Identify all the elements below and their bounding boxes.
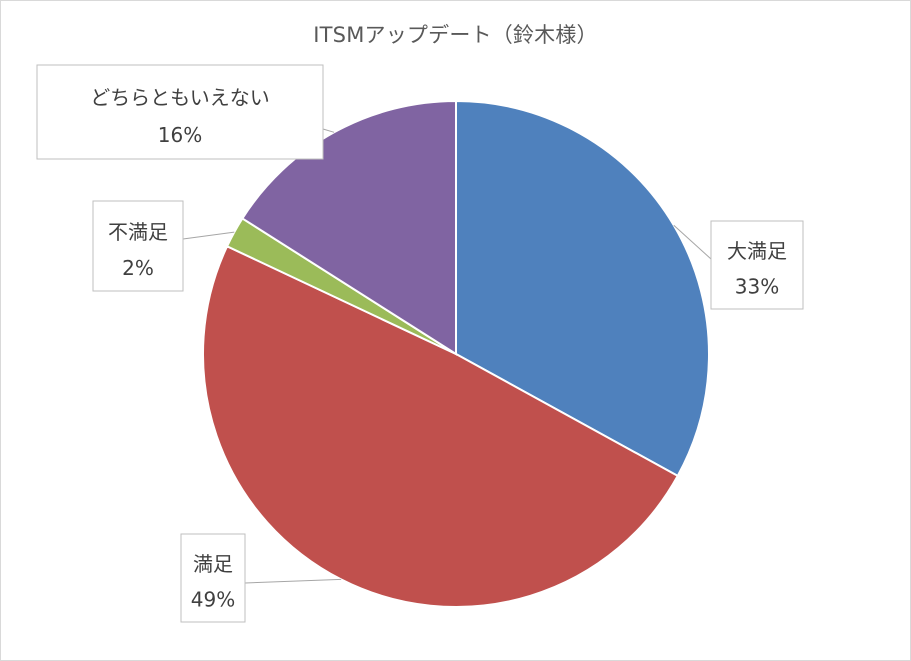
- data-label-box-4: [36, 64, 324, 160]
- pie-slice-2: [202, 244, 680, 608]
- data-label-value-3: 2%: [122, 256, 154, 280]
- pie-slices: [202, 99, 710, 608]
- data-label-box-3: [92, 200, 184, 292]
- data-labels: 大満足 33% 満足 49% 不満足 2% どちらともいえない 16%: [36, 64, 804, 623]
- leader-line-1: [673, 224, 712, 260]
- leader-line-4: [322, 128, 335, 133]
- data-label-category-3: 不満足: [108, 220, 168, 244]
- data-label-box-1: [710, 220, 804, 310]
- data-label-category-2: 満足: [193, 552, 233, 576]
- data-label-box-2: [180, 533, 246, 623]
- data-label-category-4: どちらともいえない: [90, 85, 270, 109]
- leader-lines: [182, 128, 712, 584]
- data-label-value-2: 49%: [191, 587, 235, 611]
- chart-title: ITSMアップデート（鈴木様）: [313, 23, 598, 47]
- data-label-value-4: 16%: [158, 123, 202, 147]
- leader-line-2: [244, 578, 342, 584]
- data-label-value-1: 33%: [735, 274, 779, 298]
- data-label-category-1: 大満足: [727, 239, 787, 263]
- leader-line-3: [182, 231, 235, 240]
